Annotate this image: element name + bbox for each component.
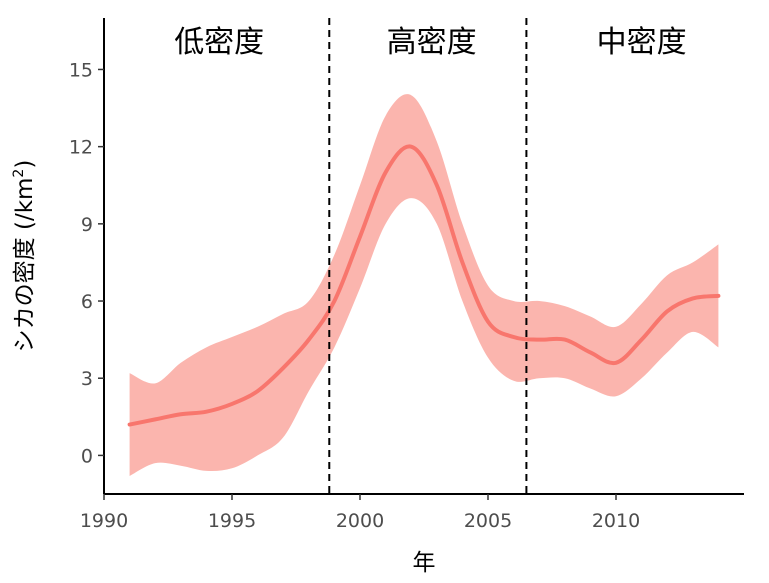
density-line — [127, 144, 721, 427]
x-tick-label: 1995 — [208, 510, 256, 532]
axes: 0 3 6 9 12 15 1990 1995 2000 2005 2010 — [69, 18, 744, 532]
y-axis-title-suffix: ) — [12, 160, 38, 169]
x-tick-label: 2005 — [464, 510, 512, 532]
y-tick-label: 0 — [81, 445, 93, 467]
x-axis-title: 年 — [413, 550, 436, 576]
x-tick-label: 2000 — [336, 510, 384, 532]
confidence-ribbon — [129, 94, 719, 476]
x-tick-label: 2010 — [592, 510, 640, 532]
x-tick-label: 1990 — [80, 510, 128, 532]
y-tick-label: 15 — [69, 59, 93, 81]
y-tick-label: 3 — [81, 368, 93, 390]
y-tick-label: 9 — [81, 214, 93, 236]
y-axis-title-superscript: 2 — [11, 169, 27, 178]
y-tick-label: 12 — [69, 137, 93, 159]
region-label: 中密度 — [597, 25, 687, 60]
region-label: 高密度 — [387, 25, 477, 60]
region-label: 低密度 — [174, 25, 264, 60]
y-axis-title: シカの密度 (/km2) — [11, 160, 38, 353]
y-tick-label: 6 — [81, 291, 93, 313]
y-axis-title-text: シカの密度 (/km — [12, 178, 38, 353]
plot-area: 低密度 高密度 中密度 — [127, 18, 721, 494]
